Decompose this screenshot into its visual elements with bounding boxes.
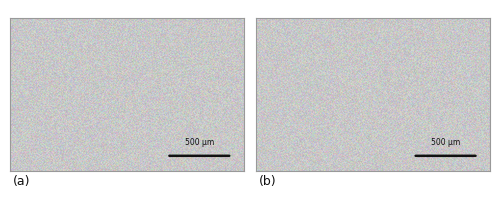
- Text: (b): (b): [259, 175, 276, 188]
- Text: 500 μm: 500 μm: [184, 138, 214, 147]
- Text: (a): (a): [12, 175, 30, 188]
- Text: 500 μm: 500 μm: [431, 138, 460, 147]
